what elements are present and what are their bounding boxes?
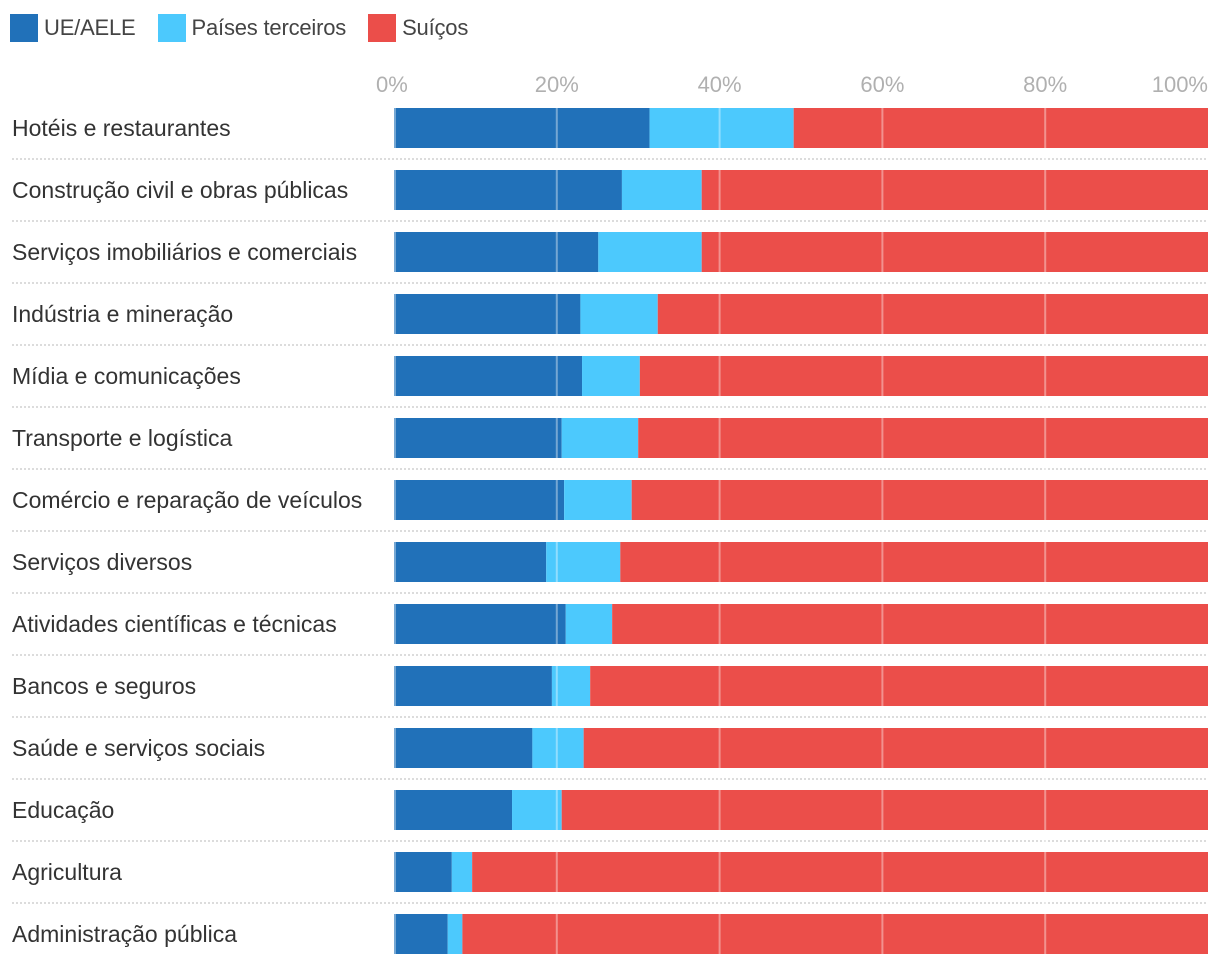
bar-segment-ue-aele-construcao-civil-e-obras-publicas[interactable] [394, 170, 622, 210]
category-label-servicos-imobiliarios-e-comerciais: Serviços imobiliários e comerciais [12, 239, 357, 265]
bar-segment-suicos-saude-e-servicos-sociais[interactable] [583, 728, 1208, 768]
category-label-bancos-e-seguros: Bancos e seguros [12, 673, 196, 699]
legend-item-ue-aele[interactable]: UE/AELE [10, 14, 136, 42]
bar-segment-paises-terceiros-servicos-diversos[interactable] [546, 542, 621, 582]
bar-segment-ue-aele-administracao-publica[interactable] [394, 914, 448, 954]
bar-segment-paises-terceiros-comercio-e-reparacao-de-veiculos[interactable] [564, 480, 632, 520]
bar-segment-suicos-construcao-civil-e-obras-publicas[interactable] [701, 170, 1208, 210]
bar-segment-suicos-servicos-diversos[interactable] [620, 542, 1208, 582]
bar-segment-paises-terceiros-saude-e-servicos-sociais[interactable] [532, 728, 584, 768]
x-tick-label: 40% [698, 72, 742, 97]
x-tick-label: 20% [535, 72, 579, 97]
bar-segment-paises-terceiros-agricultura[interactable] [451, 852, 473, 892]
bar-segment-suicos-atividades-cientificas-e-tecnicas[interactable] [612, 604, 1208, 644]
category-labels: Hotéis e restaurantes Construção civil e … [12, 115, 362, 947]
x-tick-label: 100% [1152, 72, 1208, 97]
x-tick-label: 80% [1023, 72, 1067, 97]
row-separators [12, 158, 1208, 904]
bar-segment-paises-terceiros-transporte-e-logistica[interactable] [561, 418, 639, 458]
category-label-hoteis-e-restaurantes: Hotéis e restaurantes [12, 115, 231, 141]
bar-segment-ue-aele-servicos-imobiliarios-e-comerciais[interactable] [394, 232, 599, 272]
legend-swatch-paises-terceiros [157, 14, 186, 42]
bar-segment-paises-terceiros-educacao[interactable] [512, 790, 562, 830]
legend-item-suicos[interactable]: Suíços [368, 14, 468, 42]
category-label-transporte-e-logistica: Transporte e logística [12, 425, 233, 451]
chart-legend: UE/AELE Países terceiros Suíços [10, 14, 490, 42]
bar-segment-paises-terceiros-atividades-cientificas-e-tecnicas[interactable] [565, 604, 613, 644]
bar-segment-paises-terceiros-industria-e-mineracao[interactable] [580, 294, 658, 334]
legend-label-paises-terceiros: Países terceiros [191, 15, 347, 40]
bar-segment-suicos-administracao-publica[interactable] [462, 914, 1209, 954]
bar-segment-suicos-servicos-imobiliarios-e-comerciais[interactable] [701, 232, 1208, 272]
category-label-atividades-cientificas-e-tecnicas: Atividades científicas e técnicas [12, 611, 337, 637]
bar-segment-suicos-transporte-e-logistica[interactable] [638, 418, 1208, 458]
bar-segment-suicos-comercio-e-reparacao-de-veiculos[interactable] [631, 480, 1208, 520]
legend-swatch-suicos [368, 14, 397, 42]
category-label-administracao-publica: Administração pública [12, 921, 237, 947]
bar-segment-ue-aele-saude-e-servicos-sociais[interactable] [394, 728, 533, 768]
bar-segment-suicos-industria-e-mineracao[interactable] [657, 294, 1208, 334]
bar-segment-ue-aele-servicos-diversos[interactable] [394, 542, 547, 582]
bars [394, 108, 1209, 954]
bar-segment-paises-terceiros-servicos-imobiliarios-e-comerciais[interactable] [598, 232, 702, 272]
legend-swatch-ue-aele [10, 14, 38, 42]
category-label-saude-e-servicos-sociais: Saúde e serviços sociais [12, 735, 265, 761]
bar-segment-ue-aele-agricultura[interactable] [394, 852, 452, 892]
bar-segment-ue-aele-transporte-e-logistica[interactable] [394, 418, 562, 458]
legend-label-suicos: Suíços [402, 15, 469, 40]
category-label-agricultura: Agricultura [12, 859, 122, 885]
bar-segment-suicos-educacao[interactable] [561, 790, 1208, 830]
bar-segment-suicos-midia-e-comunicacoes[interactable] [639, 356, 1208, 396]
gridlines [394, 108, 1047, 954]
category-label-comercio-e-reparacao-de-veiculos: Comércio e reparação de veículos [12, 487, 362, 513]
bar-segment-paises-terceiros-administracao-publica[interactable] [447, 914, 463, 954]
bar-segment-paises-terceiros-midia-e-comunicacoes[interactable] [582, 356, 640, 396]
bar-segment-suicos-bancos-e-seguros[interactable] [590, 666, 1208, 706]
bar-segment-ue-aele-comercio-e-reparacao-de-veiculos[interactable] [394, 480, 565, 520]
x-axis-ticks: 0% 20% 40% 60% 80% 100% [376, 72, 1208, 97]
category-label-industria-e-mineracao: Indústria e mineração [12, 301, 233, 327]
x-tick-label: 60% [860, 72, 904, 97]
category-label-construcao-civil-e-obras-publicas: Construção civil e obras públicas [12, 177, 348, 203]
x-tick-label: 0% [376, 72, 408, 97]
bar-segment-ue-aele-educacao[interactable] [394, 790, 513, 830]
bar-segment-suicos-agricultura[interactable] [472, 852, 1208, 892]
legend-item-paises-terceiros[interactable]: Países terceiros [157, 14, 347, 42]
legend-label-ue-aele: UE/AELE [44, 15, 136, 40]
bar-segment-paises-terceiros-bancos-e-seguros[interactable] [551, 666, 591, 706]
bar-segment-suicos-hoteis-e-restaurantes[interactable] [793, 108, 1208, 148]
category-label-servicos-diversos: Serviços diversos [12, 549, 192, 575]
bar-segment-paises-terceiros-construcao-civil-e-obras-publicas[interactable] [621, 170, 702, 210]
bar-segment-ue-aele-hoteis-e-restaurantes[interactable] [394, 108, 650, 148]
category-label-midia-e-comunicacoes: Mídia e comunicações [12, 363, 241, 389]
bar-segment-ue-aele-atividades-cientificas-e-tecnicas[interactable] [394, 604, 566, 644]
bar-segment-ue-aele-midia-e-comunicacoes[interactable] [394, 356, 583, 396]
bar-segment-paises-terceiros-hoteis-e-restaurantes[interactable] [649, 108, 794, 148]
bar-segment-ue-aele-bancos-e-seguros[interactable] [394, 666, 552, 706]
bar-segment-ue-aele-industria-e-mineracao[interactable] [394, 294, 581, 334]
category-label-educacao: Educação [12, 797, 114, 823]
